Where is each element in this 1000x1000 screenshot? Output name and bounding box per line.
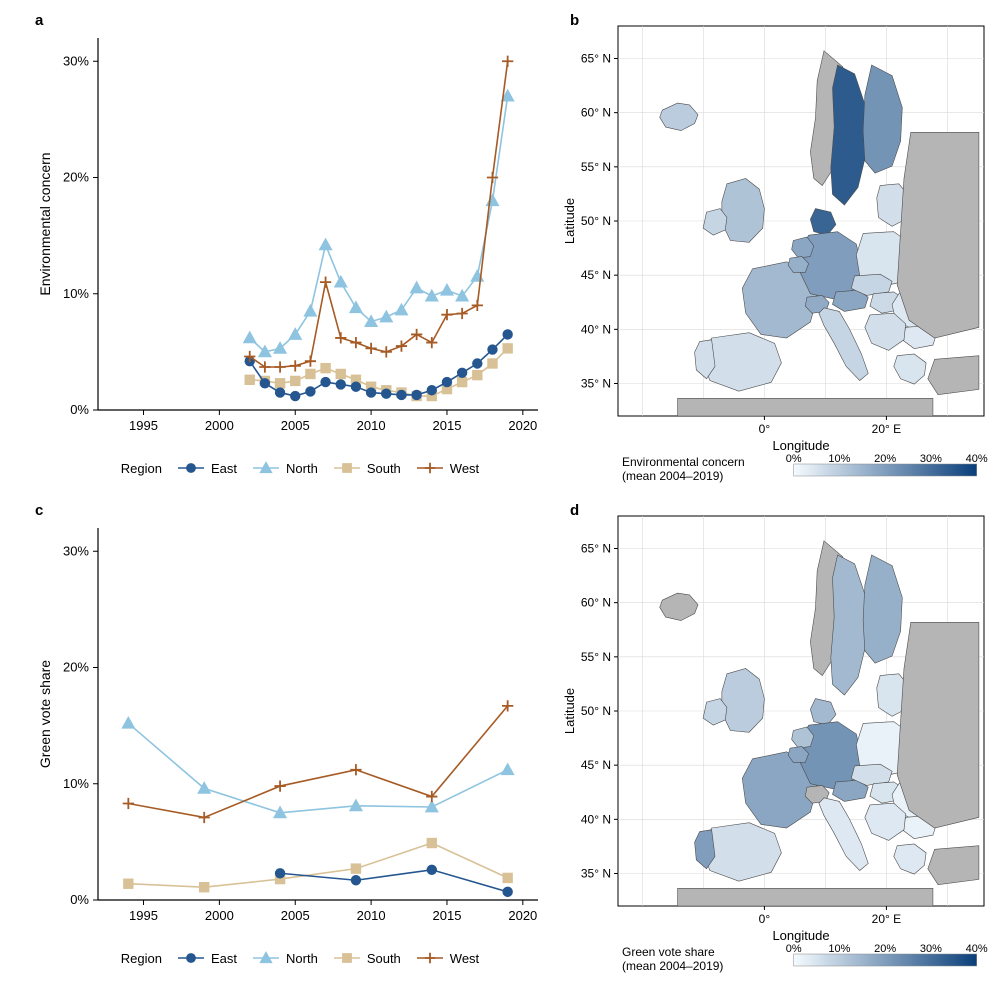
svg-text:(mean 2004–2019): (mean 2004–2019) bbox=[622, 469, 723, 483]
svg-text:50° N: 50° N bbox=[581, 704, 611, 718]
panel-c-legend: Region East North South West bbox=[60, 950, 540, 966]
svg-text:35° N: 35° N bbox=[581, 867, 611, 881]
svg-text:0°: 0° bbox=[759, 422, 771, 436]
svg-text:55° N: 55° N bbox=[581, 650, 611, 664]
svg-text:20%: 20% bbox=[63, 170, 89, 185]
svg-text:2015: 2015 bbox=[433, 908, 462, 923]
svg-text:0%: 0% bbox=[70, 402, 89, 417]
svg-text:35° N: 35° N bbox=[581, 377, 611, 391]
country-Turkey bbox=[928, 846, 979, 885]
country-RussiaBelarusUkraine bbox=[897, 132, 979, 338]
svg-text:2010: 2010 bbox=[357, 418, 386, 433]
svg-text:20%: 20% bbox=[874, 943, 896, 955]
country-Iceland bbox=[660, 103, 698, 130]
country-Denmark bbox=[810, 699, 836, 726]
panel-c-chart: 1995 2000 2005 2010 2015 2020 0% 10% 20% 30% Green… bbox=[30, 510, 550, 950]
svg-text:10%: 10% bbox=[63, 776, 89, 791]
country-Greece bbox=[894, 844, 926, 874]
svg-text:0%: 0% bbox=[786, 453, 802, 465]
svg-text:2020: 2020 bbox=[508, 418, 537, 433]
legend-item-west: West bbox=[415, 950, 479, 966]
country-Iceland bbox=[660, 593, 698, 620]
country-RussiaBelarusUkraine bbox=[897, 622, 979, 828]
svg-text:20%: 20% bbox=[63, 660, 89, 675]
country-Italy bbox=[819, 798, 868, 871]
svg-text:2005: 2005 bbox=[281, 908, 310, 923]
legend-item-east: East bbox=[176, 460, 237, 476]
svg-text:55° N: 55° N bbox=[581, 160, 611, 174]
legend-title: Region bbox=[121, 461, 162, 476]
country-Sweden bbox=[831, 65, 867, 205]
legend-item-south: South bbox=[332, 950, 401, 966]
svg-text:50° N: 50° N bbox=[581, 214, 611, 228]
svg-text:Latitude: Latitude bbox=[562, 688, 577, 734]
country-Sweden bbox=[831, 555, 867, 695]
panel-b-map: 35° N 40° N 45° N 50° N 55° N 60° N 65° N Latit… bbox=[560, 20, 990, 490]
svg-text:Environmental concern: Environmental concern bbox=[37, 152, 53, 295]
svg-text:Green vote share: Green vote share bbox=[37, 660, 53, 768]
svg-text:40° N: 40° N bbox=[581, 322, 611, 336]
svg-text:20° E: 20° E bbox=[872, 422, 901, 436]
svg-text:2000: 2000 bbox=[205, 908, 234, 923]
svg-text:30%: 30% bbox=[63, 53, 89, 68]
svg-text:40%: 40% bbox=[966, 453, 988, 465]
svg-text:45° N: 45° N bbox=[581, 268, 611, 282]
country-Balkans bbox=[865, 803, 906, 840]
svg-text:10%: 10% bbox=[63, 286, 89, 301]
svg-text:2000: 2000 bbox=[205, 418, 234, 433]
svg-text:0°: 0° bbox=[759, 912, 771, 926]
svg-text:10%: 10% bbox=[828, 943, 850, 955]
svg-text:40° N: 40° N bbox=[581, 812, 611, 826]
panel-a-legend: Region East North South West bbox=[60, 460, 540, 476]
svg-text:45° N: 45° N bbox=[581, 758, 611, 772]
svg-text:Green vote share: Green vote share bbox=[622, 945, 715, 959]
svg-text:(mean 2004–2019): (mean 2004–2019) bbox=[622, 959, 723, 973]
svg-text:2010: 2010 bbox=[357, 908, 386, 923]
legend-item-east: East bbox=[176, 950, 237, 966]
svg-text:30%: 30% bbox=[63, 543, 89, 558]
country-Ireland bbox=[703, 209, 727, 236]
svg-text:2020: 2020 bbox=[508, 908, 537, 923]
svg-text:2015: 2015 bbox=[433, 418, 462, 433]
svg-text:Environmental concern: Environmental concern bbox=[622, 455, 745, 469]
country-Greece bbox=[894, 354, 926, 384]
svg-text:40%: 40% bbox=[966, 943, 988, 955]
country-Turkey bbox=[928, 356, 979, 395]
svg-text:65° N: 65° N bbox=[581, 542, 611, 556]
panel-a-chart: 1995 2000 2005 2010 2015 2020 0% 10% 20% 30% Envir… bbox=[30, 20, 550, 460]
country-UK bbox=[722, 668, 765, 732]
svg-text:Longitude: Longitude bbox=[772, 928, 829, 943]
country-Ireland bbox=[703, 699, 727, 726]
svg-text:30%: 30% bbox=[920, 943, 942, 955]
svg-text:65° N: 65° N bbox=[581, 52, 611, 66]
svg-text:20° E: 20° E bbox=[872, 912, 901, 926]
svg-text:60° N: 60° N bbox=[581, 106, 611, 120]
svg-text:1995: 1995 bbox=[129, 418, 158, 433]
country-NAfrica bbox=[678, 398, 933, 416]
country-Finland bbox=[863, 65, 902, 173]
figure: a 1995200020052010201520200%10%20%30%Env… bbox=[0, 0, 1000, 1000]
country-Italy bbox=[819, 308, 868, 381]
legend-item-south: South bbox=[332, 460, 401, 476]
svg-text:2005: 2005 bbox=[281, 418, 310, 433]
country-NAfrica bbox=[678, 888, 933, 906]
svg-text:0%: 0% bbox=[70, 892, 89, 907]
svg-text:10%: 10% bbox=[828, 453, 850, 465]
legend-item-west: West bbox=[415, 460, 479, 476]
svg-text:0%: 0% bbox=[786, 943, 802, 955]
svg-text:30%: 30% bbox=[920, 453, 942, 465]
country-UK bbox=[722, 178, 765, 242]
panel-d-map: 35° N 40° N 45° N 50° N 55° N 60° N 65° N Latit… bbox=[560, 510, 990, 980]
svg-text:Latitude: Latitude bbox=[562, 198, 577, 244]
svg-text:1995: 1995 bbox=[129, 908, 158, 923]
country-Balkans bbox=[865, 313, 906, 350]
legend-title: Region bbox=[121, 951, 162, 966]
legend-item-north: North bbox=[251, 950, 318, 966]
legend-item-north: North bbox=[251, 460, 318, 476]
svg-text:20%: 20% bbox=[874, 453, 896, 465]
country-Denmark bbox=[810, 209, 836, 236]
svg-text:60° N: 60° N bbox=[581, 596, 611, 610]
country-Finland bbox=[863, 555, 902, 663]
svg-text:Longitude: Longitude bbox=[772, 438, 829, 453]
